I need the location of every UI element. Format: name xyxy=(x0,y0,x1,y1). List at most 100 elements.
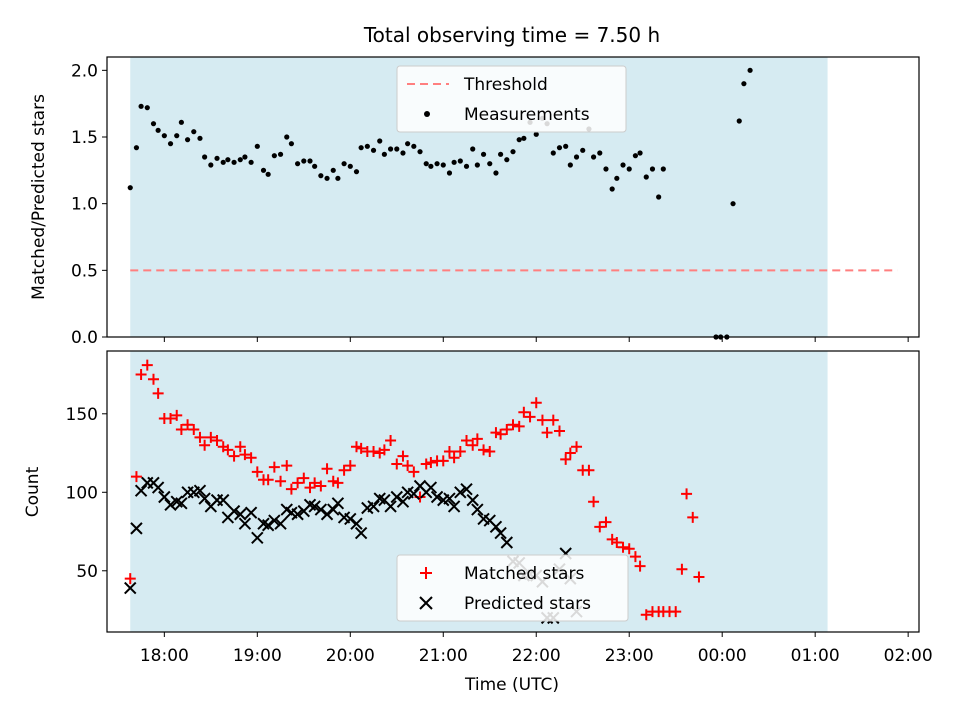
measurement-point-15 xyxy=(214,155,220,161)
predicted-star-point-21 xyxy=(244,506,258,519)
predicted-stars-legend-label: Predicted stars xyxy=(464,594,591,614)
measurement-point-23 xyxy=(260,167,267,173)
matched-star-point-95 xyxy=(676,563,688,575)
predicted-star-point-45 xyxy=(384,500,397,513)
matched-stars-series xyxy=(124,359,705,621)
matched-star-point-56 xyxy=(448,452,460,464)
matched-star-point-65 xyxy=(501,423,513,435)
matched-star-point-60 xyxy=(471,433,483,445)
matched-star-point-72 xyxy=(541,427,553,439)
predicted-star-point-32 xyxy=(308,500,321,513)
matched-star-point-36 xyxy=(332,477,344,489)
predicted-star-point-53 xyxy=(430,490,444,504)
measurement-point-9 xyxy=(178,119,184,125)
matched-star-point-55 xyxy=(443,445,455,457)
measurement-point-47 xyxy=(400,150,406,156)
matched-star-point-61 xyxy=(478,444,490,456)
top-y-axis-label: Matched/Predicted stars xyxy=(29,94,49,300)
measurement-point-57 xyxy=(457,158,463,164)
predicted-star-point-1 xyxy=(130,522,143,535)
matched-star-point-27 xyxy=(281,460,293,472)
predicted-star-point-33 xyxy=(314,503,328,516)
matched-star-point-26 xyxy=(275,475,287,487)
predicted-star-point-65 xyxy=(500,536,514,549)
measurement-point-84 xyxy=(614,175,620,181)
x-tick-label: 19:00 xyxy=(233,646,282,666)
matched-star-point-73 xyxy=(547,414,559,426)
top-legend-box xyxy=(396,65,627,133)
bottom-y-axis-label: Count xyxy=(23,466,43,517)
matched-star-point-2 xyxy=(135,369,147,381)
measurement-point-53 xyxy=(434,161,440,167)
predicted-star-point-16 xyxy=(217,493,230,507)
predicted-star-point-60 xyxy=(471,503,484,516)
measurement-point-43 xyxy=(377,138,383,144)
predicted-star-point-24 xyxy=(261,519,275,532)
measurement-point-12 xyxy=(197,135,203,141)
predicted-star-point-47 xyxy=(396,495,410,508)
measurement-point-19 xyxy=(237,157,243,163)
predicted-star-point-7 xyxy=(164,498,177,512)
predicted-star-point-46 xyxy=(390,490,403,504)
measurement-point-20 xyxy=(242,154,248,160)
matched-star-point-57 xyxy=(454,445,466,457)
predicted-star-point-56 xyxy=(447,500,461,513)
matched-star-point-22 xyxy=(251,466,263,478)
x-tick-label: 00:00 xyxy=(698,646,747,666)
measurement-point-21 xyxy=(248,159,254,165)
matched-star-point-29 xyxy=(292,477,304,489)
matched-star-point-84 xyxy=(611,537,623,549)
matched-star-point-34 xyxy=(321,463,333,475)
measurement-point-90 xyxy=(649,166,656,172)
predicted-star-point-22 xyxy=(251,531,264,545)
measurement-point-74 xyxy=(556,145,563,151)
matched-star-point-11 xyxy=(188,423,200,435)
measurement-point-63 xyxy=(493,170,499,176)
measurement-point-78 xyxy=(580,147,586,153)
matched-star-point-28 xyxy=(285,483,297,495)
predicted-star-point-13 xyxy=(198,492,211,505)
measurement-point-89 xyxy=(643,174,649,180)
x-tick-label: 20:00 xyxy=(326,646,375,666)
matched-star-point-30 xyxy=(298,472,310,484)
matched-star-point-82 xyxy=(600,516,612,528)
measurement-point-75 xyxy=(563,143,569,149)
measurement-point-41 xyxy=(364,143,370,149)
measurement-point-56 xyxy=(451,159,457,165)
measurement-point-92 xyxy=(660,166,666,172)
matched-star-point-81 xyxy=(594,521,606,533)
measurement-point-86 xyxy=(626,166,632,172)
measurement-point-16 xyxy=(220,159,226,165)
matched-stars-legend-label: Matched stars xyxy=(464,564,584,584)
measurement-point-97 xyxy=(736,118,742,124)
x-tick-label: 22:00 xyxy=(512,646,561,666)
x-tick-label: 02:00 xyxy=(884,646,933,666)
matched-star-point-4 xyxy=(147,373,159,385)
predicted-star-point-58 xyxy=(460,482,473,496)
matched-star-point-14 xyxy=(205,431,217,443)
top-panel: 0.00.51.01.52.0 Matched/Predicted stars … xyxy=(29,56,920,348)
measurement-point-5 xyxy=(155,127,161,133)
measurement-point-76 xyxy=(567,162,573,168)
matched-star-point-32 xyxy=(309,477,321,489)
matched-star-point-19 xyxy=(234,441,246,453)
predicted-star-point-26 xyxy=(274,517,287,530)
measurement-point-48 xyxy=(405,141,411,147)
measurements-legend-label: Measurements xyxy=(464,105,590,125)
predicted-star-point-36 xyxy=(331,497,345,510)
matched-star-point-52 xyxy=(425,456,437,468)
measurement-point-34 xyxy=(324,175,330,181)
matched-star-point-17 xyxy=(222,444,234,456)
measurement-point-60 xyxy=(474,162,480,168)
matched-star-point-71 xyxy=(536,414,548,426)
matched-star-point-9 xyxy=(175,423,187,435)
measurement-point-91 xyxy=(656,194,662,200)
top-y-tick-label: 1.5 xyxy=(71,128,98,148)
x-tick-label: 21:00 xyxy=(419,646,468,666)
measurement-point-26 xyxy=(277,151,284,157)
measurement-point-22 xyxy=(254,143,260,149)
predicted-star-point-5 xyxy=(151,481,165,494)
measurement-point-25 xyxy=(271,153,277,159)
matched-star-point-47 xyxy=(397,450,409,462)
matched-star-point-40 xyxy=(355,442,367,454)
